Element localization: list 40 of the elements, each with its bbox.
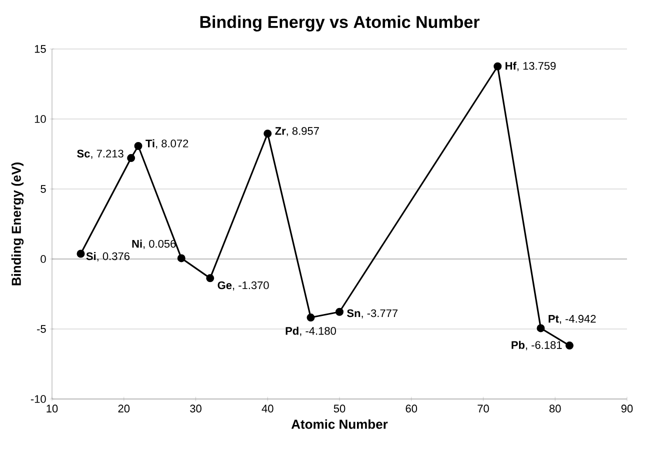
point <box>306 314 315 322</box>
y-tick-label: -10 <box>30 395 46 403</box>
point <box>134 142 142 150</box>
point <box>336 308 344 316</box>
y-tick-label: 0 <box>40 255 46 263</box>
annotation: Pb, -6.181 <box>512 340 562 350</box>
annotation: Pd, -4.180 <box>286 326 336 336</box>
annotation: Hf, 13.759 <box>506 62 556 72</box>
annotation: Zr, 8.957 <box>275 127 319 136</box>
x-tick-label: 20 <box>118 404 130 412</box>
annotation: Sn, -3.777 <box>347 309 398 318</box>
annotation: Ni, 0.056 <box>132 240 176 250</box>
point <box>76 250 85 258</box>
x-tick-label: 50 <box>334 404 346 412</box>
y-tick-label: -5 <box>37 325 46 333</box>
x-tick-label: 40 <box>262 404 274 412</box>
point <box>536 324 545 332</box>
point <box>566 342 574 350</box>
x-tick-label: 70 <box>478 404 489 412</box>
annotation: Ge, -1.370 <box>218 281 269 290</box>
x-tick-label: 80 <box>549 404 561 412</box>
annotation: Pt, -4.942 <box>548 314 596 324</box>
annotation: Sc, 7.213 <box>77 150 124 159</box>
y-axis-title: Binding Energy (eV) <box>11 162 24 286</box>
x-axis-title: Atomic Number <box>291 419 388 429</box>
annotation: Si, 0.376 <box>86 252 130 262</box>
point <box>264 130 272 138</box>
x-tick-label: 30 <box>190 404 202 412</box>
x-tick-label: 60 <box>406 404 418 412</box>
x-tick-label: 10 <box>46 404 58 412</box>
point <box>177 254 186 262</box>
annotation: Ti, 8.072 <box>146 139 188 149</box>
x-tick-label: 90 <box>621 404 633 412</box>
y-tick-label: 10 <box>34 115 46 123</box>
point <box>127 154 136 162</box>
y-tick-label: 15 <box>34 45 46 53</box>
chart-title: Binding Energy vs Atomic Number <box>200 16 480 32</box>
point <box>494 62 502 70</box>
point <box>206 274 214 282</box>
y-tick-label: 5 <box>40 185 46 193</box>
